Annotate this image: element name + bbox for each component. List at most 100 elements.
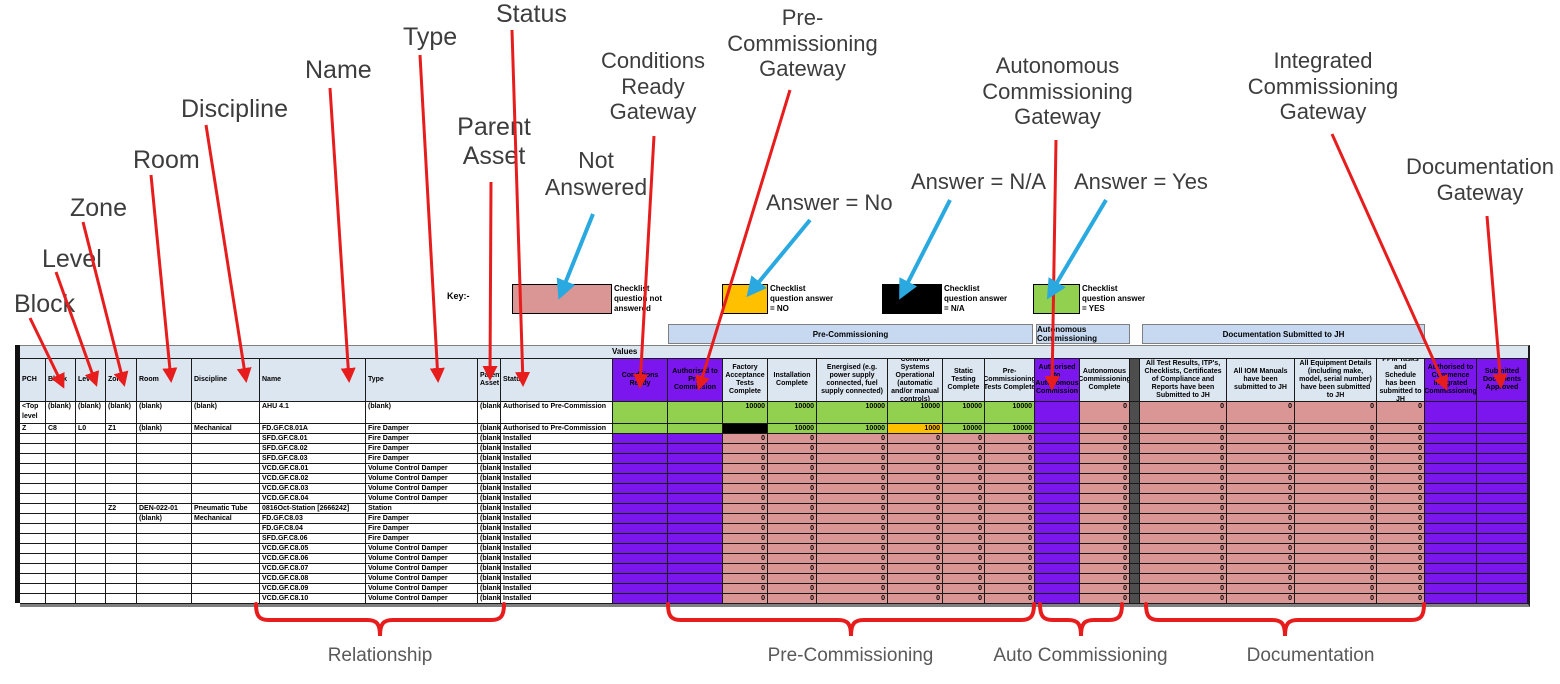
- cell-name[interactable]: FD.GF.C8.04: [260, 524, 366, 534]
- cell-pch[interactable]: [20, 584, 46, 594]
- col-header-ppm[interactable]: PPM Tasks and Schedule has been submitte…: [1377, 359, 1425, 402]
- cell-pre-comm-tests[interactable]: 10000: [985, 424, 1035, 434]
- cell-static-testing[interactable]: 0: [943, 444, 985, 454]
- cell-status[interactable]: Installed: [501, 534, 613, 544]
- cell-pre-comm-tests[interactable]: 10000: [985, 402, 1035, 424]
- cell-auth-integrated[interactable]: [1425, 584, 1477, 594]
- cell-parent-asset[interactable]: (blank): [478, 594, 501, 604]
- cell-pch[interactable]: [20, 434, 46, 444]
- col-header-static-testing[interactable]: Static Testing Complete: [943, 359, 985, 402]
- cell-energised[interactable]: 0: [817, 564, 888, 574]
- cell-zone[interactable]: [106, 534, 137, 544]
- cell-pch[interactable]: [20, 544, 46, 554]
- cell-block[interactable]: [46, 534, 76, 544]
- cell-submitted-docs[interactable]: [1477, 544, 1528, 554]
- cell-conditions-ready[interactable]: [613, 424, 668, 434]
- cell-name[interactable]: AHU 4.1: [260, 402, 366, 424]
- cell-name[interactable]: VCD.GF.C8.10: [260, 594, 366, 604]
- cell-parent-asset[interactable]: (blank): [478, 424, 501, 434]
- cell-ppm[interactable]: 0: [1377, 524, 1425, 534]
- cell-discipline[interactable]: [192, 584, 260, 594]
- cell-discipline[interactable]: Mechanical: [192, 514, 260, 524]
- cell-auth-integrated[interactable]: [1425, 474, 1477, 484]
- cell-block[interactable]: [46, 524, 76, 534]
- cell-block[interactable]: [46, 434, 76, 444]
- cell-level[interactable]: [76, 494, 106, 504]
- cell-name[interactable]: FD.GF.C8.03: [260, 514, 366, 524]
- cell-fat[interactable]: 0: [723, 594, 768, 604]
- cell-installation[interactable]: 0: [768, 544, 817, 554]
- cell-ppm[interactable]: 0: [1377, 534, 1425, 544]
- cell-pre-comm-tests[interactable]: 0: [985, 574, 1035, 584]
- cell-autonomous-complete[interactable]: 0: [1080, 554, 1130, 564]
- cell-level[interactable]: [76, 454, 106, 464]
- cell-type[interactable]: Fire Damper: [366, 434, 478, 444]
- cell-all-test-results[interactable]: 0: [1140, 464, 1227, 474]
- col-header-all-iom[interactable]: All IOM Manuals have been submitted to J…: [1227, 359, 1295, 402]
- cell-auth-integrated[interactable]: [1425, 514, 1477, 524]
- cell-type[interactable]: Volume Control Damper: [366, 584, 478, 594]
- cell-static-testing[interactable]: 0: [943, 574, 985, 584]
- cell-discipline[interactable]: [192, 554, 260, 564]
- cell-name[interactable]: SFD.GF.C8.06: [260, 534, 366, 544]
- cell-level[interactable]: [76, 484, 106, 494]
- cell-static-testing[interactable]: 0: [943, 554, 985, 564]
- cell-auth-pre-commission[interactable]: [668, 544, 723, 554]
- cell-all-equipment[interactable]: 0: [1295, 484, 1377, 494]
- cell-all-iom[interactable]: 0: [1227, 564, 1295, 574]
- cell-discipline[interactable]: [192, 574, 260, 584]
- cell-name[interactable]: VCD.GF.C8.05: [260, 544, 366, 554]
- cell-submitted-docs[interactable]: [1477, 434, 1528, 444]
- col-header-energised[interactable]: Energised (e.g. power supply connected, …: [817, 359, 888, 402]
- cell-autonomous-complete[interactable]: 0: [1080, 424, 1130, 434]
- cell-auth-pre-commission[interactable]: [668, 514, 723, 524]
- cell-name[interactable]: 0816Oct-Station [2666242]: [260, 504, 366, 514]
- cell-energised[interactable]: 0: [817, 584, 888, 594]
- cell-level[interactable]: [76, 544, 106, 554]
- cell-conditions-ready[interactable]: [613, 594, 668, 604]
- cell-installation[interactable]: 0: [768, 554, 817, 564]
- cell-parent-asset[interactable]: (blank): [478, 564, 501, 574]
- cell-room[interactable]: [137, 524, 192, 534]
- cell-autonomous-complete[interactable]: 0: [1080, 514, 1130, 524]
- cell-submitted-docs[interactable]: [1477, 574, 1528, 584]
- cell-static-testing[interactable]: 0: [943, 594, 985, 604]
- cell-installation[interactable]: 0: [768, 564, 817, 574]
- cell-all-equipment[interactable]: 0: [1295, 524, 1377, 534]
- cell-ppm[interactable]: 0: [1377, 564, 1425, 574]
- cell-fat[interactable]: 0: [723, 474, 768, 484]
- cell-all-test-results[interactable]: 0: [1140, 554, 1227, 564]
- cell-fat[interactable]: 0: [723, 464, 768, 474]
- cell-room[interactable]: [137, 484, 192, 494]
- cell-controls[interactable]: 0: [888, 534, 943, 544]
- cell-autonomous-complete[interactable]: 0: [1080, 534, 1130, 544]
- cell-pre-comm-tests[interactable]: 0: [985, 464, 1035, 474]
- cell-type[interactable]: Station: [366, 504, 478, 514]
- cell-autonomous-complete[interactable]: 0: [1080, 584, 1130, 594]
- cell-all-equipment[interactable]: 0: [1295, 514, 1377, 524]
- cell-fat[interactable]: 0: [723, 524, 768, 534]
- cell-zone[interactable]: Z1: [106, 424, 137, 434]
- cell-all-iom[interactable]: 0: [1227, 484, 1295, 494]
- cell-auth-autonomous[interactable]: [1035, 424, 1080, 434]
- cell-all-test-results[interactable]: 0: [1140, 402, 1227, 424]
- cell-level[interactable]: L0: [76, 424, 106, 434]
- cell-room[interactable]: (blank): [137, 424, 192, 434]
- cell-pch[interactable]: [20, 444, 46, 454]
- cell-level[interactable]: [76, 554, 106, 564]
- cell-auth-autonomous[interactable]: [1035, 554, 1080, 564]
- cell-zone[interactable]: [106, 564, 137, 574]
- cell-pre-comm-tests[interactable]: 0: [985, 504, 1035, 514]
- cell-autonomous-complete[interactable]: 0: [1080, 402, 1130, 424]
- cell-controls[interactable]: 0: [888, 584, 943, 594]
- cell-pre-comm-tests[interactable]: 0: [985, 494, 1035, 504]
- cell-auth-pre-commission[interactable]: [668, 574, 723, 584]
- cell-discipline[interactable]: [192, 464, 260, 474]
- cell-parent-asset[interactable]: (blank): [478, 534, 501, 544]
- cell-auth-pre-commission[interactable]: [668, 474, 723, 484]
- cell-submitted-docs[interactable]: [1477, 484, 1528, 494]
- cell-energised[interactable]: 0: [817, 524, 888, 534]
- cell-pre-comm-tests[interactable]: 0: [985, 564, 1035, 574]
- cell-autonomous-complete[interactable]: 0: [1080, 544, 1130, 554]
- cell-all-iom[interactable]: 0: [1227, 464, 1295, 474]
